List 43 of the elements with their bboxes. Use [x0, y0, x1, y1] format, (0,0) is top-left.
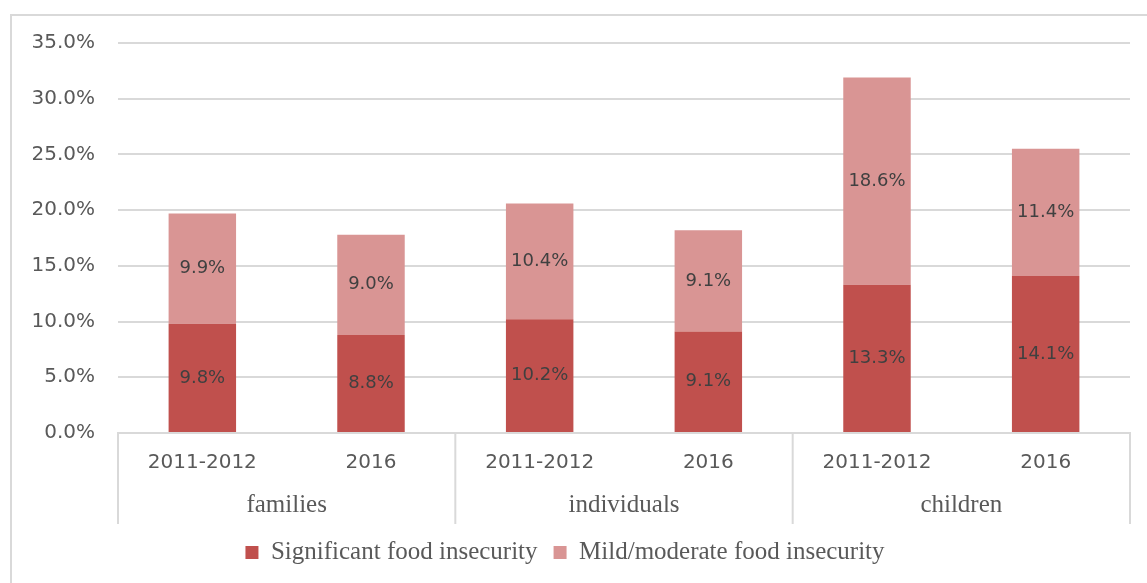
- data-label: 11.4%: [1017, 200, 1075, 222]
- data-label: 9.8%: [179, 365, 226, 387]
- data-label: 9.1%: [685, 369, 732, 391]
- y-tick-label: 30.0%: [31, 84, 95, 109]
- legend-label: Mild/moderate food insecurity: [579, 537, 886, 565]
- y-tick-label: 35.0%: [31, 29, 95, 54]
- bar: [843, 284, 911, 432]
- y-tick-label: 0.0%: [44, 419, 95, 444]
- x-tick-label: 2011-2012: [822, 449, 932, 474]
- bar: [505, 319, 574, 432]
- data-label: 8.8%: [348, 371, 394, 393]
- bar: [1011, 148, 1080, 276]
- data-label: 14.1%: [1017, 341, 1075, 363]
- text: families: [246, 489, 327, 517]
- bar: [337, 234, 405, 335]
- legend-label: Significant food insecurity: [270, 537, 539, 565]
- bar: [674, 230, 743, 332]
- x-tick-label: 2011-2012: [485, 449, 595, 474]
- bar: [1011, 275, 1080, 432]
- y-tick-label: 25.0%: [31, 140, 95, 165]
- bar: [337, 334, 405, 432]
- data-label: 9.0%: [348, 272, 394, 294]
- bar: [674, 331, 743, 432]
- bar: [168, 213, 237, 324]
- data-label: 10.2%: [511, 363, 569, 385]
- text: children: [920, 489, 1003, 517]
- y-tick-label: 15.0%: [31, 252, 95, 277]
- text: individuals: [568, 489, 680, 517]
- y-tick-label: 10.0%: [31, 307, 95, 332]
- data-label: 9.1%: [685, 268, 732, 290]
- data-label: 18.6%: [848, 168, 906, 190]
- y-tick-label: 20.0%: [31, 196, 95, 221]
- bar: [168, 323, 237, 432]
- bar: [505, 203, 574, 320]
- bar: [843, 77, 911, 285]
- data-label: 9.9%: [179, 256, 226, 278]
- x-tick-label: 2016: [1020, 449, 1072, 474]
- y-tick-label: 5.0%: [44, 363, 95, 388]
- x-tick-label: 2011-2012: [147, 449, 257, 474]
- x-tick-label: 2016: [682, 449, 734, 474]
- data-label: 10.4%: [511, 249, 569, 271]
- x-tick-label: 2016: [345, 449, 397, 474]
- data-label: 13.3%: [848, 346, 906, 368]
